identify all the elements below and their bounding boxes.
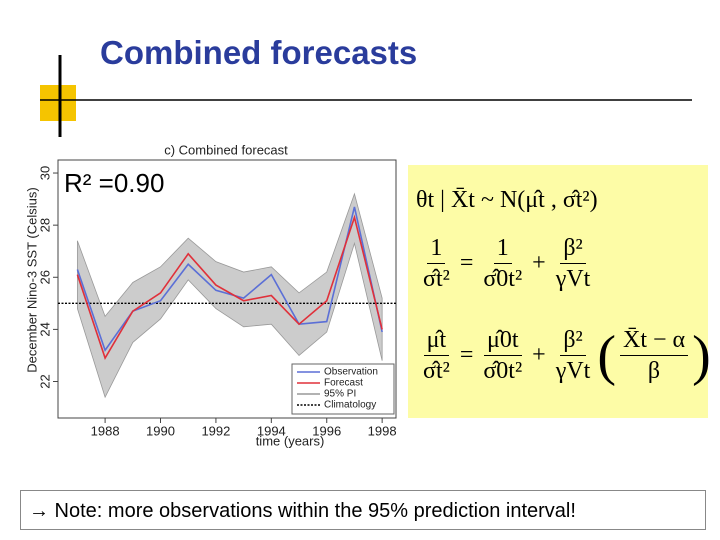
legend-label: 95% PI [324, 389, 356, 400]
x-tick-label: 1990 [146, 423, 175, 438]
op: + [532, 342, 546, 368]
y-tick-label: 26 [37, 270, 52, 284]
den: σ̂t² [423, 358, 450, 384]
chart-title: c) Combined forecast [164, 142, 288, 157]
op: = [459, 342, 474, 368]
den: σ̂0t² [483, 266, 523, 292]
equation: θt | X̄t ~ N(μ̂t , σ̂t²) [416, 187, 598, 214]
fraction: μ̂0t σ̂0t² [480, 325, 525, 386]
fraction: 1 σ̂0t² [480, 233, 525, 294]
x-axis-label: time (years) [256, 433, 325, 448]
num: μ̂t [423, 325, 450, 356]
den: γVt [555, 266, 591, 292]
legend-label: Observation [324, 367, 378, 378]
equation: 1 σ̂t² = 1 σ̂0t² + β² γVt [416, 233, 597, 294]
num: 1 [427, 233, 446, 264]
equation-text: θt | X̄t ~ N(μ̂t , σ̂t²) [416, 187, 598, 213]
series-line [76, 214, 383, 360]
fraction: μ̂t σ̂t² [420, 325, 453, 386]
paren: ( [597, 324, 616, 387]
num: μ̂0t [483, 325, 522, 356]
x-tick-label: 1996 [312, 423, 341, 438]
num: β² [560, 233, 586, 264]
x-tick-label: 1988 [91, 423, 120, 438]
num: β² [560, 325, 586, 356]
den: β [647, 358, 661, 384]
num: 1 [493, 233, 512, 264]
den: σ̂t² [423, 266, 450, 292]
y-tick-label: 30 [37, 166, 52, 180]
x-tick-label: 1992 [201, 423, 230, 438]
op: + [532, 250, 546, 276]
x-tick-label: 1998 [368, 423, 397, 438]
note: → Note: more observations within the 95%… [20, 490, 706, 530]
paren: ) [692, 324, 711, 387]
legend-label: Climatology [324, 400, 376, 411]
decor [40, 85, 76, 121]
legend-label: Forecast [324, 378, 363, 389]
den: γVt [555, 358, 591, 384]
fraction: 1 σ̂t² [420, 233, 453, 294]
fraction: β² γVt [553, 325, 594, 386]
r-squared: R² =0.90 [64, 168, 165, 198]
y-tick-label: 24 [37, 322, 52, 336]
y-tick-label: 22 [37, 374, 52, 388]
op: = [459, 250, 474, 276]
y-tick-label: 28 [37, 218, 52, 232]
equation-box: θt | X̄t ~ N(μ̂t , σ̂t²) 1 σ̂t² = 1 σ̂0t² + … [408, 165, 711, 418]
den: σ̂0t² [483, 358, 523, 384]
x-tick-label: 1994 [257, 423, 286, 438]
prediction-band [76, 192, 383, 399]
y-axis-label: December Nino-3 SST (Celsius) [24, 187, 39, 372]
slide-title: Combined forecasts [100, 34, 418, 71]
fraction: β² γVt [553, 233, 594, 294]
num: X̄t − α [619, 325, 689, 356]
